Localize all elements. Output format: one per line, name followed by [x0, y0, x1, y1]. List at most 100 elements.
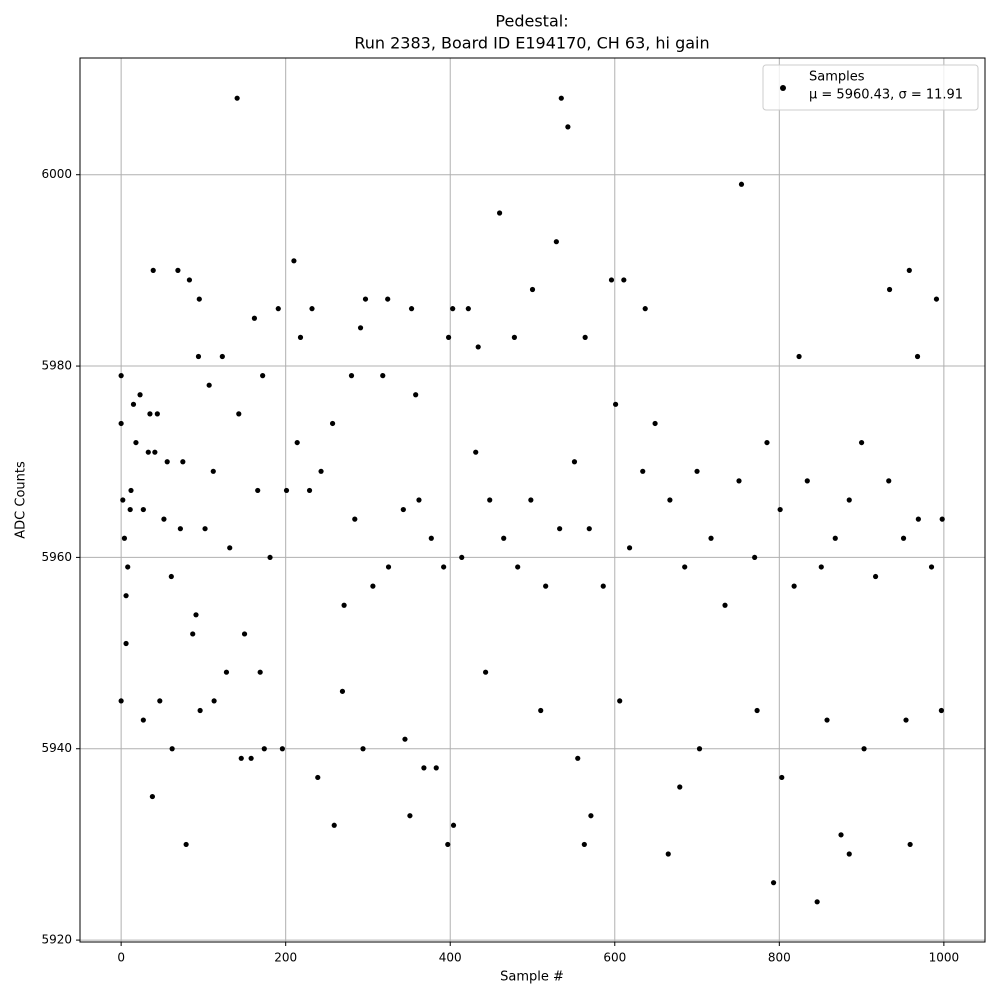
- point: [140, 506, 146, 513]
- point: [193, 612, 199, 618]
- point: [331, 822, 337, 828]
- point: [445, 841, 451, 848]
- point: [764, 439, 770, 446]
- point: [682, 564, 688, 570]
- point: [283, 487, 290, 494]
- point: [428, 535, 434, 541]
- point: [421, 765, 427, 771]
- point: [900, 535, 907, 541]
- point: [140, 717, 146, 723]
- point: [450, 822, 457, 828]
- point: [121, 535, 128, 541]
- point: [791, 583, 797, 589]
- point: [306, 487, 313, 494]
- legend: Samples μ = 5960.43, σ = 11.91: [762, 64, 979, 111]
- chart-title: Pedestal:: [495, 12, 568, 31]
- point: [206, 382, 212, 388]
- point: [496, 210, 503, 216]
- point: [846, 851, 852, 857]
- point: [238, 755, 244, 761]
- point: [341, 602, 347, 608]
- point: [736, 478, 742, 484]
- point: [938, 707, 944, 714]
- point: [195, 353, 202, 360]
- legend-box: [762, 64, 979, 111]
- grid: 0 200 400 600 800 1000 5920 5940 5960 5980 6000: [41, 58, 985, 965]
- point: [385, 296, 391, 302]
- point: [906, 267, 912, 273]
- point: [858, 439, 865, 446]
- points: [118, 95, 945, 905]
- point: [621, 277, 627, 283]
- point: [125, 564, 131, 570]
- point: [248, 755, 254, 761]
- legend-marker: [780, 85, 786, 91]
- point: [694, 468, 700, 474]
- point: [190, 631, 196, 637]
- point: [465, 306, 471, 312]
- point: [211, 698, 217, 704]
- point: [600, 583, 606, 589]
- point: [357, 325, 364, 331]
- point: [275, 306, 281, 312]
- point: [183, 841, 189, 848]
- point: [450, 306, 456, 312]
- point: [157, 698, 163, 704]
- point: [380, 373, 386, 379]
- point: [608, 277, 615, 283]
- point: [241, 631, 248, 637]
- point: [501, 535, 507, 541]
- point: [180, 459, 186, 465]
- point: [433, 765, 439, 771]
- point: [557, 526, 563, 532]
- point: [818, 564, 824, 570]
- point: [236, 411, 242, 417]
- point: [677, 784, 683, 790]
- point: [571, 459, 578, 465]
- point: [118, 373, 124, 379]
- y-tick-label: 5920: [41, 933, 72, 947]
- point: [652, 420, 658, 427]
- point: [360, 746, 366, 752]
- point: [255, 487, 261, 494]
- point: [581, 841, 587, 848]
- point: [754, 707, 760, 714]
- point: [722, 602, 728, 608]
- point: [164, 459, 170, 465]
- point: [202, 526, 208, 532]
- point: [886, 478, 892, 484]
- point: [928, 564, 935, 570]
- point: [487, 497, 493, 503]
- point: [137, 392, 143, 398]
- point: [118, 420, 124, 427]
- plot-frame: [79, 57, 986, 943]
- y-tick-label: 5960: [41, 550, 72, 564]
- point: [588, 813, 594, 819]
- point: [939, 516, 945, 522]
- point: [832, 535, 838, 541]
- point: [473, 449, 479, 455]
- point: [251, 315, 258, 321]
- point: [339, 688, 346, 694]
- x-axis-label: Sample #: [500, 970, 564, 985]
- point: [933, 296, 940, 302]
- point: [777, 506, 783, 513]
- point: [872, 573, 879, 580]
- point: [309, 306, 315, 312]
- y-tick-label: 5980: [41, 359, 72, 373]
- point: [838, 832, 844, 838]
- y-tick-label: 5940: [41, 741, 72, 755]
- y-tick-label: 6000: [41, 167, 72, 181]
- point: [408, 306, 415, 312]
- point: [696, 746, 703, 752]
- point: [886, 286, 893, 293]
- point: [538, 707, 544, 714]
- y-axis-label: ADC Counts: [14, 461, 29, 539]
- point: [575, 755, 581, 761]
- point: [861, 746, 867, 752]
- point: [846, 497, 852, 503]
- point: [257, 669, 263, 675]
- point: [267, 554, 273, 561]
- point: [642, 306, 648, 312]
